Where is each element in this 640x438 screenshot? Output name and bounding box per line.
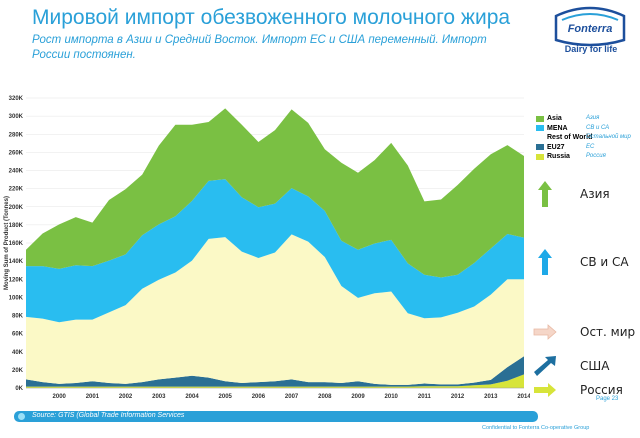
- legend-label-russian: Азия: [586, 115, 600, 121]
- y-tick-label: 80K: [12, 314, 24, 320]
- legend-item: Russia: [536, 152, 592, 162]
- legend-item: Asia: [536, 114, 592, 124]
- legend-label: EU27: [547, 143, 565, 151]
- x-tick-label: 2006: [252, 394, 266, 400]
- trend-item: Азия: [532, 180, 610, 208]
- arrow-up-right-icon: [534, 356, 556, 376]
- x-tick-label: 2013: [484, 394, 498, 400]
- legend-item: EU27: [536, 143, 592, 153]
- trend-item: Ост. мир: [532, 318, 635, 346]
- trend-label: США: [580, 359, 610, 373]
- legend-label: Rest of World: [547, 134, 593, 141]
- trend-label: Ост. мир: [580, 325, 636, 339]
- area-series-mena: [26, 179, 524, 323]
- trend-label: Азия: [580, 187, 610, 201]
- arrow-right-icon: [533, 324, 557, 340]
- y-tick-label: 260K: [9, 150, 24, 156]
- trend-item: СВ и СА: [532, 248, 629, 276]
- trend-label: СВ и СА: [580, 255, 629, 269]
- legend-label: MENA: [547, 124, 568, 132]
- legend-label-russian: Россия: [586, 153, 606, 159]
- y-tick-label: 120K: [9, 277, 24, 283]
- y-tick-label: 320K: [9, 96, 24, 102]
- x-tick-label: 2009: [351, 394, 365, 400]
- area-series-eu27: [26, 356, 524, 387]
- arrow-right-icon: [534, 383, 556, 397]
- y-tick-label: 180K: [9, 223, 24, 229]
- legend-item: Rest of World: [536, 133, 592, 143]
- fonterra-logo: Fonterra: [554, 6, 626, 47]
- y-tick-label: 60K: [12, 332, 24, 338]
- legend-swatch: [536, 125, 544, 132]
- x-tick-label: 2001: [86, 394, 100, 400]
- page-number: Page 23: [596, 396, 619, 402]
- page-title: Мировой импорт обезвоженного молочного ж…: [32, 6, 511, 29]
- trend-label: Россия: [580, 383, 623, 397]
- source-bar: [14, 411, 538, 422]
- legend-swatch: [536, 135, 544, 141]
- arrow-up-icon: [538, 181, 552, 207]
- source-bullet-icon: [18, 413, 25, 420]
- y-tick-label: 220K: [9, 187, 24, 193]
- area-series-asia: [26, 108, 524, 278]
- y-tick-label: 0K: [15, 386, 23, 392]
- x-tick-label: 2011: [418, 394, 432, 400]
- y-tick-label: 300K: [9, 114, 24, 120]
- legend-label: Asia: [547, 115, 562, 122]
- legend-label-russian: СВ и СА: [586, 124, 610, 131]
- x-tick-label: 2004: [185, 394, 199, 400]
- y-tick-label: 200K: [9, 205, 24, 211]
- y-axis-label: Moving Sum of Product (Tonnes): [4, 196, 10, 290]
- y-tick-label: 140K: [9, 259, 24, 265]
- y-tick-label: 100K: [9, 295, 24, 301]
- x-tick-label: 2007: [285, 394, 299, 400]
- legend-label-russian: Остальной мир: [586, 134, 631, 140]
- x-tick-label: 2008: [318, 394, 332, 400]
- y-tick-label: 40K: [12, 350, 24, 356]
- page-subtitle: Рост импорта в Азии и Средний Восток. Им…: [32, 34, 487, 61]
- x-tick-label: 2005: [219, 394, 233, 400]
- legend-swatch: [536, 153, 544, 160]
- x-tick-label: 2000: [53, 394, 67, 400]
- y-tick-label: 20K: [12, 368, 24, 374]
- logo-tagline: Dairy for life: [564, 44, 618, 54]
- x-tick-label: 2002: [119, 394, 133, 400]
- y-tick-label: 160K: [9, 241, 24, 247]
- area-series-rest-of-world: [26, 234, 524, 385]
- trend-item: Россия: [532, 376, 623, 404]
- x-tick-label: 2003: [152, 394, 166, 400]
- source-note: Source: GTIS (Global Trade Information S…: [32, 412, 185, 419]
- legend-item: MENA: [536, 124, 592, 134]
- y-tick-label: 280K: [9, 132, 24, 138]
- legend-swatch: [536, 144, 544, 151]
- chart-legend: Asia MENA Rest of World EU27 Russia: [536, 114, 592, 162]
- logo-wordmark: Fonterra: [568, 23, 613, 35]
- confidential-note: Confidential to Fonterra Co-operative Gr…: [482, 425, 590, 431]
- import-area-chart: 0K 20K 40K 60K 80K 100K 120K 140K 160K 180K 200K 22…: [4, 96, 530, 400]
- x-tick-label: 2010: [385, 394, 399, 400]
- legend-label: Russia: [547, 153, 570, 160]
- trend-item: США: [532, 352, 609, 380]
- x-tick-label: 2014: [517, 394, 530, 400]
- legend-swatch: [536, 115, 544, 122]
- legend-label-russian: ЕС: [586, 143, 595, 150]
- arrow-up-icon: [538, 249, 552, 275]
- y-tick-label: 240K: [9, 169, 24, 175]
- chart-legend-russian: Азия СВ и СА Остальной мир ЕС Россия: [586, 114, 631, 162]
- x-tick-label: 2012: [451, 394, 465, 400]
